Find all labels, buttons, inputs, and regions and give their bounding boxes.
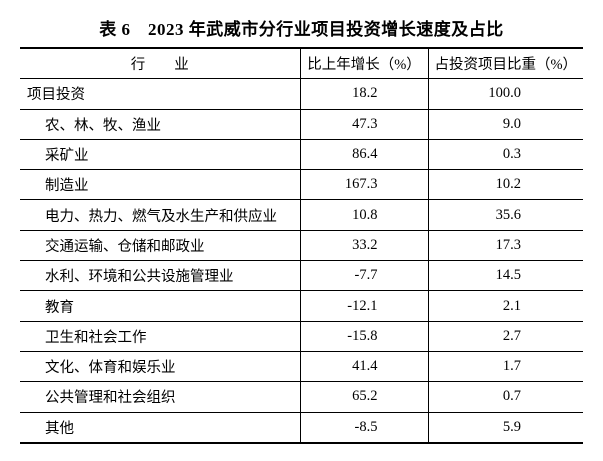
- value-cell: 2.7: [427, 321, 583, 352]
- value-cell: 100.0: [427, 78, 583, 110]
- data-table: 行 业比上年增长（%） 占投资项目比重（%） 项目投资 18.2 100.0 农、林、牧…: [20, 47, 583, 444]
- industry-cell: 公共管理和社会组织: [20, 381, 300, 413]
- value-cell: 47.3: [299, 109, 428, 140]
- value-cell: 65.2: [299, 381, 428, 413]
- table-row: 电力、热力、燃气及水生产和供应业 10.8 35.6: [20, 199, 583, 231]
- value-cell: 33.2: [299, 230, 428, 262]
- value-cell: 0.7: [427, 381, 583, 413]
- industry-cell: 卫生和社会工作: [20, 321, 300, 352]
- industry-cell: 交通运输、仓储和邮政业: [20, 230, 300, 262]
- value-cell: 5.9: [427, 412, 583, 444]
- table-row: 教育 -12.1 2.1: [20, 290, 583, 322]
- table-row: 卫生和社会工作 -15.8 2.7: [20, 321, 583, 352]
- table-row: 其他 -8.5 5.9: [20, 412, 583, 444]
- table-row: 项目投资 18.2 100.0: [20, 78, 583, 110]
- value-cell: -7.7: [299, 260, 428, 292]
- table-row: 水利、环境和公共设施管理业 -7.7 14.5: [20, 260, 583, 292]
- table-row: 公共管理和社会组织 65.2 0.7: [20, 381, 583, 413]
- value-cell: 10.8: [299, 199, 428, 231]
- value-cell: 86.4: [299, 139, 428, 171]
- table-row: 农、林、牧、渔业 47.3 9.0: [20, 109, 583, 140]
- table-title: 表 6 2023 年武威市分行业项目投资增长速度及占比: [99, 20, 504, 39]
- industry-cell: 项目投资: [20, 78, 300, 110]
- industry-cell: 制造业: [20, 169, 300, 201]
- table-row: 文化、体育和娱乐业 41.4 1.7: [20, 351, 583, 383]
- industry-cell: 其他: [20, 412, 300, 444]
- value-cell: 9.0: [427, 109, 583, 140]
- value-cell: 14.5: [427, 260, 583, 292]
- column-header: 行 业: [20, 48, 300, 80]
- value-cell: 18.2: [299, 78, 428, 110]
- table-row: 交通运输、仓储和邮政业 33.2 17.3: [20, 230, 583, 262]
- header-row: 行 业比上年增长（%） 占投资项目比重（%）: [20, 48, 583, 80]
- industry-cell: 文化、体育和娱乐业: [20, 351, 300, 383]
- value-cell: -12.1: [299, 290, 428, 322]
- value-cell: 17.3: [427, 230, 583, 262]
- column-header: 比上年增长（%）: [299, 48, 428, 80]
- table-row: 采矿业 86.4 0.3: [20, 139, 583, 171]
- table-body: 项目投资 18.2 100.0 农、林、牧、渔业 47.3 9.0 采矿业 86.4 0.3 制造…: [20, 78, 583, 444]
- value-cell: -15.8: [299, 321, 428, 352]
- value-cell: 2.1: [427, 290, 583, 322]
- value-cell: 1.7: [427, 351, 583, 383]
- industry-cell: 教育: [20, 290, 300, 322]
- value-cell: 41.4: [299, 351, 428, 383]
- value-cell: 35.6: [427, 199, 583, 231]
- industry-cell: 水利、环境和公共设施管理业: [20, 260, 300, 292]
- table-row: 制造业 167.3 10.2: [20, 169, 583, 201]
- industry-cell: 农、林、牧、渔业: [20, 109, 300, 140]
- value-cell: -8.5: [299, 412, 428, 444]
- value-cell: 10.2: [427, 169, 583, 201]
- value-cell: 0.3: [427, 139, 583, 171]
- industry-cell: 采矿业: [20, 139, 300, 171]
- column-header: 占投资项目比重（%）: [427, 48, 583, 80]
- value-cell: 167.3: [299, 169, 428, 201]
- industry-cell: 电力、热力、燃气及水生产和供应业: [20, 199, 300, 231]
